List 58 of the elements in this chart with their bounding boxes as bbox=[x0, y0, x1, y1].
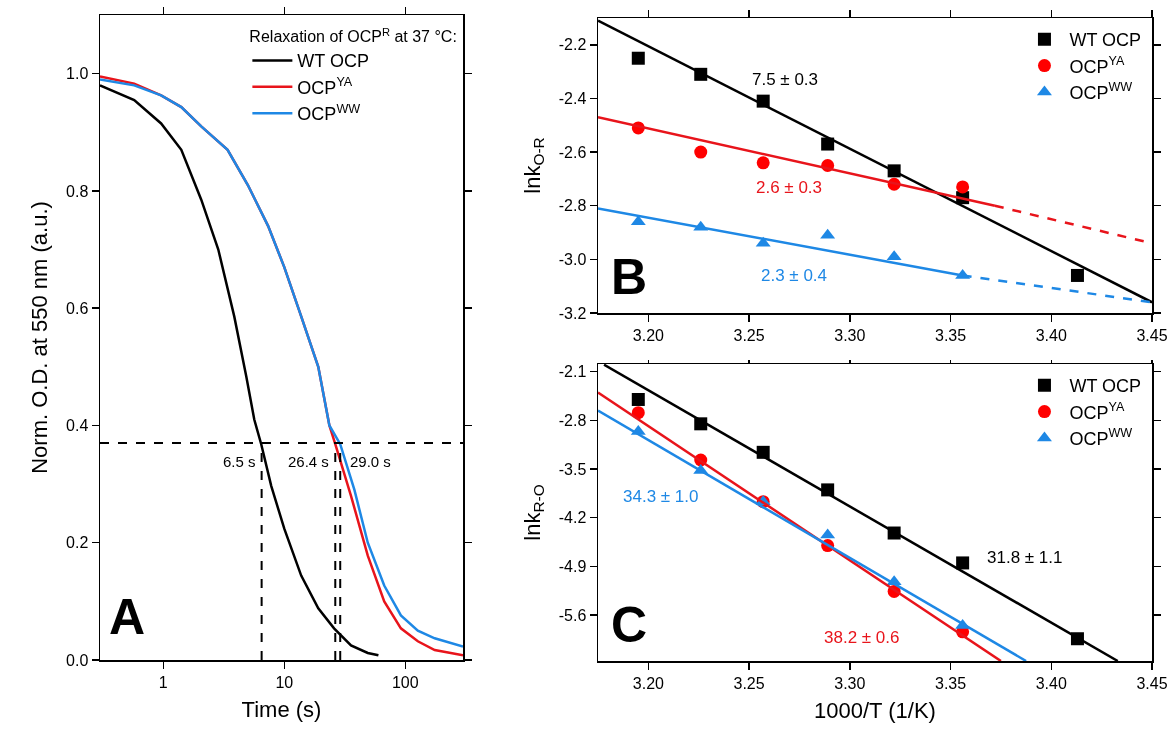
x-tick-label: 3.25 bbox=[733, 674, 765, 692]
legend-label: OCP$^{YA}$ bbox=[297, 75, 353, 98]
y-tick-label: -2.8 bbox=[558, 197, 587, 215]
y-tick-label: 1.0 bbox=[66, 65, 89, 83]
y-tick-label: -3.2 bbox=[558, 304, 587, 322]
x-tick-label: 3.30 bbox=[834, 326, 866, 344]
y-tick-label: 0.0 bbox=[66, 651, 89, 669]
y-tick-label: -2.4 bbox=[558, 90, 587, 108]
legend-label: OCP$^{WW}$ bbox=[1069, 80, 1133, 103]
annotation: C bbox=[611, 597, 648, 653]
y-tick-label: -2.6 bbox=[558, 143, 587, 161]
x-tick-label: 3.35 bbox=[934, 674, 967, 692]
legend-label: OCP$^{WW}$ bbox=[1069, 426, 1133, 449]
series-label: 31.8 ± 1.1 bbox=[987, 548, 1063, 567]
annotation: B bbox=[611, 249, 648, 305]
x-tick-label: 1 bbox=[158, 673, 168, 691]
x-tick-label: 3.20 bbox=[632, 326, 665, 344]
x-tick-label: 3.40 bbox=[1035, 326, 1067, 344]
legend-label: OCP$^{YA}$ bbox=[1069, 400, 1125, 423]
y-tick-label: -5.6 bbox=[558, 606, 587, 624]
y-tick-label: 0.6 bbox=[66, 299, 89, 317]
x-tick-label: 10 bbox=[275, 673, 294, 691]
x-tick-label: 3.35 bbox=[934, 326, 967, 344]
legend-label: WT OCP bbox=[1069, 376, 1142, 397]
legend-title: Relaxation of OCP$^{R}$ at 37 °C: bbox=[249, 25, 457, 46]
legend-label: WT OCP bbox=[297, 51, 370, 72]
y-tick-label: -4.2 bbox=[558, 509, 587, 527]
legend-label: WT OCP bbox=[1069, 30, 1142, 51]
ref-line-label: 29.0 s bbox=[350, 453, 391, 470]
x-tick-label: 3.45 bbox=[1136, 674, 1168, 692]
y-tick-label: 0.2 bbox=[66, 534, 89, 552]
x-tick-label: 3.40 bbox=[1035, 674, 1067, 692]
legend-label: OCP$^{WW}$ bbox=[297, 101, 361, 125]
x-tick-label: 3.45 bbox=[1136, 326, 1168, 344]
y-axis-title: Norm. O.D. at 550 nm (a.u.) bbox=[27, 201, 53, 474]
y-tick-label: -4.9 bbox=[558, 558, 587, 576]
y-tick-label: 0.8 bbox=[66, 182, 89, 200]
series-label: 38.2 ± 0.6 bbox=[824, 628, 900, 647]
legend-label: OCP$^{YA}$ bbox=[1069, 54, 1125, 77]
y-tick-label: -3.0 bbox=[558, 250, 587, 268]
x-axis-title: Time (s) bbox=[241, 697, 322, 723]
y-tick-label: -3.5 bbox=[558, 460, 587, 478]
x-tick-label: 3.30 bbox=[834, 674, 866, 692]
series-label: 7.5 ± 0.3 bbox=[752, 70, 819, 89]
x-tick-label: 100 bbox=[391, 673, 419, 691]
series-label: 34.3 ± 1.0 bbox=[623, 487, 699, 506]
y-tick-label: -2.1 bbox=[558, 363, 587, 381]
y-tick-label: -2.2 bbox=[558, 36, 587, 54]
x-tick-label: 3.20 bbox=[632, 674, 665, 692]
series-label: 2.3 ± 0.4 bbox=[761, 266, 828, 285]
y-tick-label: -2.8 bbox=[558, 411, 587, 429]
ref-line-label: 26.4 s bbox=[288, 453, 329, 470]
series-label: 2.6 ± 0.3 bbox=[756, 178, 823, 197]
x-tick-label: 3.25 bbox=[733, 326, 765, 344]
x-axis-title: 1000/T (1/K) bbox=[814, 698, 936, 724]
ref-line-label: 6.5 s bbox=[223, 453, 256, 470]
annotation: A bbox=[109, 589, 146, 645]
y-tick-label: 0.4 bbox=[66, 417, 89, 435]
